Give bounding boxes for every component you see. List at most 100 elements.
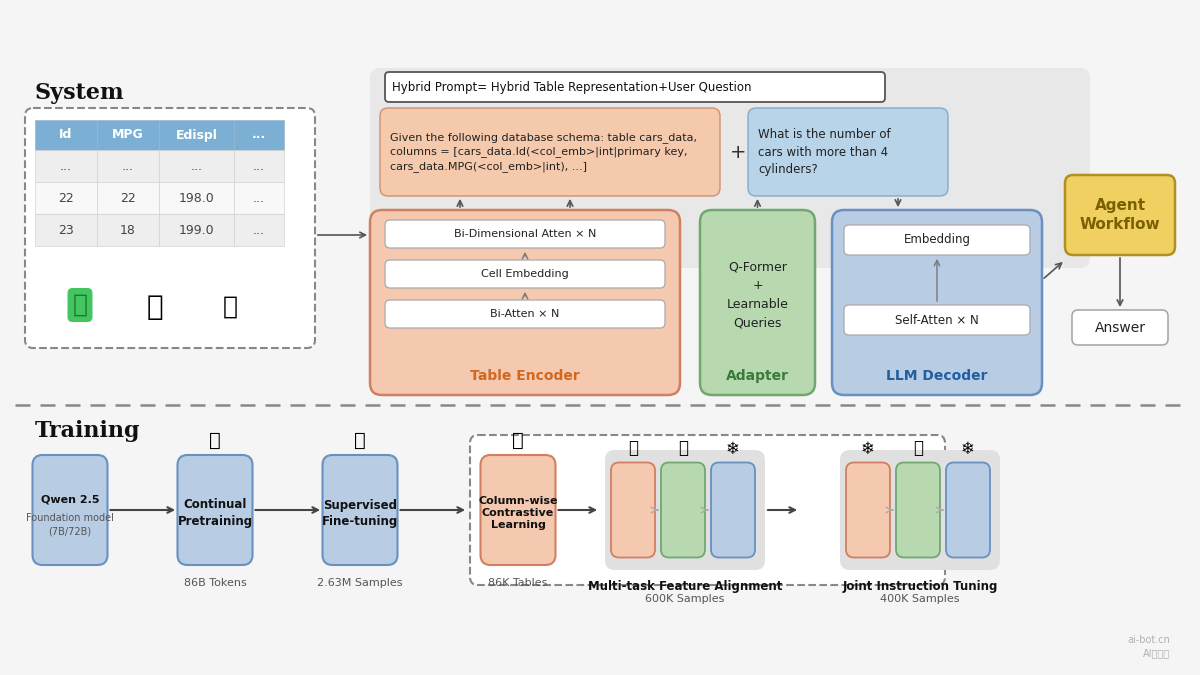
FancyBboxPatch shape bbox=[158, 214, 234, 246]
FancyBboxPatch shape bbox=[385, 260, 665, 288]
Text: What is the number of
cars with more than 4
cylinders?: What is the number of cars with more tha… bbox=[758, 128, 890, 176]
FancyBboxPatch shape bbox=[385, 72, 886, 102]
Text: Bi-Dimensional Atten × N: Bi-Dimensional Atten × N bbox=[454, 229, 596, 239]
Text: Hybrid Prompt= Hybrid Table Representation+User Question: Hybrid Prompt= Hybrid Table Representati… bbox=[392, 80, 751, 94]
Text: Agent
Workflow: Agent Workflow bbox=[1080, 198, 1160, 232]
FancyBboxPatch shape bbox=[844, 225, 1030, 255]
FancyBboxPatch shape bbox=[710, 462, 755, 558]
FancyBboxPatch shape bbox=[35, 214, 97, 246]
Text: 2.63M Samples: 2.63M Samples bbox=[317, 578, 403, 588]
FancyBboxPatch shape bbox=[97, 120, 158, 150]
Text: ai-bot.cn
AI工具集: ai-bot.cn AI工具集 bbox=[1127, 634, 1170, 658]
Text: Table Encoder: Table Encoder bbox=[470, 369, 580, 383]
FancyBboxPatch shape bbox=[234, 214, 284, 246]
Text: 🔥: 🔥 bbox=[628, 439, 638, 458]
Text: 🔥: 🔥 bbox=[354, 431, 366, 450]
FancyBboxPatch shape bbox=[840, 450, 1000, 570]
FancyBboxPatch shape bbox=[32, 455, 108, 565]
Text: Training: Training bbox=[35, 420, 140, 442]
Text: 400K Samples: 400K Samples bbox=[881, 594, 960, 604]
FancyBboxPatch shape bbox=[896, 462, 940, 558]
FancyBboxPatch shape bbox=[178, 455, 252, 565]
Text: ...: ... bbox=[253, 192, 265, 205]
Text: 18: 18 bbox=[120, 223, 136, 236]
Text: Answer: Answer bbox=[1094, 321, 1146, 335]
FancyBboxPatch shape bbox=[832, 210, 1042, 395]
FancyBboxPatch shape bbox=[370, 210, 680, 395]
FancyBboxPatch shape bbox=[748, 108, 948, 196]
Text: (7B/72B): (7B/72B) bbox=[48, 527, 91, 537]
Text: Multi-task Feature Alignment: Multi-task Feature Alignment bbox=[588, 580, 782, 593]
FancyBboxPatch shape bbox=[158, 182, 234, 214]
Text: Q-Former
+
Learnable
Queries: Q-Former + Learnable Queries bbox=[726, 260, 788, 330]
Text: Embedding: Embedding bbox=[904, 234, 971, 246]
FancyBboxPatch shape bbox=[946, 462, 990, 558]
FancyBboxPatch shape bbox=[158, 150, 234, 182]
FancyBboxPatch shape bbox=[25, 108, 314, 348]
FancyBboxPatch shape bbox=[661, 462, 706, 558]
Text: LLM Decoder: LLM Decoder bbox=[887, 369, 988, 383]
FancyBboxPatch shape bbox=[844, 305, 1030, 335]
Text: Foundation model: Foundation model bbox=[26, 513, 114, 523]
Text: 🔥: 🔥 bbox=[512, 431, 524, 450]
FancyBboxPatch shape bbox=[380, 108, 720, 196]
FancyBboxPatch shape bbox=[480, 455, 556, 565]
Text: 🔥: 🔥 bbox=[913, 439, 923, 458]
Text: Self-Atten × N: Self-Atten × N bbox=[895, 313, 979, 327]
FancyBboxPatch shape bbox=[97, 182, 158, 214]
Text: ❄️: ❄️ bbox=[862, 439, 875, 458]
Text: Adapter: Adapter bbox=[726, 369, 790, 383]
Text: System: System bbox=[35, 82, 125, 104]
Text: 🔥: 🔥 bbox=[678, 439, 688, 458]
Text: ...: ... bbox=[253, 159, 265, 173]
Text: 22: 22 bbox=[58, 192, 74, 205]
FancyBboxPatch shape bbox=[470, 435, 946, 585]
FancyBboxPatch shape bbox=[234, 182, 284, 214]
FancyBboxPatch shape bbox=[1072, 310, 1168, 345]
FancyBboxPatch shape bbox=[158, 120, 234, 150]
FancyBboxPatch shape bbox=[700, 210, 815, 395]
FancyBboxPatch shape bbox=[97, 150, 158, 182]
Text: Joint Instruction Tuning: Joint Instruction Tuning bbox=[842, 580, 997, 593]
Text: ...: ... bbox=[191, 159, 203, 173]
Text: ...: ... bbox=[60, 159, 72, 173]
Text: Supervised
Fine-tuning: Supervised Fine-tuning bbox=[322, 499, 398, 527]
FancyBboxPatch shape bbox=[35, 150, 97, 182]
Text: ...: ... bbox=[253, 223, 265, 236]
FancyBboxPatch shape bbox=[35, 182, 97, 214]
Text: ❄️: ❄️ bbox=[961, 439, 974, 458]
Text: 199.0: 199.0 bbox=[179, 223, 215, 236]
FancyBboxPatch shape bbox=[323, 455, 397, 565]
Text: ❄️: ❄️ bbox=[726, 439, 740, 458]
Text: 22: 22 bbox=[120, 192, 136, 205]
Text: Bi-Atten × N: Bi-Atten × N bbox=[491, 309, 559, 319]
Text: Qwen 2.5: Qwen 2.5 bbox=[41, 495, 100, 505]
FancyBboxPatch shape bbox=[1066, 175, 1175, 255]
Text: 🏛: 🏛 bbox=[222, 295, 238, 319]
Text: ...: ... bbox=[252, 128, 266, 142]
Text: Id: Id bbox=[59, 128, 73, 142]
FancyBboxPatch shape bbox=[97, 214, 158, 246]
FancyBboxPatch shape bbox=[385, 300, 665, 328]
FancyBboxPatch shape bbox=[611, 462, 655, 558]
FancyBboxPatch shape bbox=[370, 68, 1090, 268]
FancyBboxPatch shape bbox=[846, 462, 890, 558]
FancyBboxPatch shape bbox=[385, 220, 665, 248]
Text: +: + bbox=[730, 142, 746, 161]
Text: 𝑿: 𝑿 bbox=[72, 293, 88, 317]
Text: 🔥: 🔥 bbox=[209, 431, 221, 450]
Text: ...: ... bbox=[122, 159, 134, 173]
Text: Edispl: Edispl bbox=[175, 128, 217, 142]
Text: Continual
Pretraining: Continual Pretraining bbox=[178, 499, 252, 527]
Text: Given the following database schema: table cars_data,
columns = [cars_data.Id(<c: Given the following database schema: tab… bbox=[390, 132, 697, 172]
Text: 23: 23 bbox=[58, 223, 74, 236]
FancyBboxPatch shape bbox=[35, 120, 97, 150]
Text: Column-wise
Contrastive
Learning: Column-wise Contrastive Learning bbox=[479, 495, 558, 531]
Text: Cell Embedding: Cell Embedding bbox=[481, 269, 569, 279]
Text: 198.0: 198.0 bbox=[179, 192, 215, 205]
FancyBboxPatch shape bbox=[234, 150, 284, 182]
Text: 86K Tables: 86K Tables bbox=[488, 578, 547, 588]
FancyBboxPatch shape bbox=[605, 450, 766, 570]
Text: 🗄: 🗄 bbox=[146, 293, 163, 321]
Text: MPG: MPG bbox=[112, 128, 144, 142]
